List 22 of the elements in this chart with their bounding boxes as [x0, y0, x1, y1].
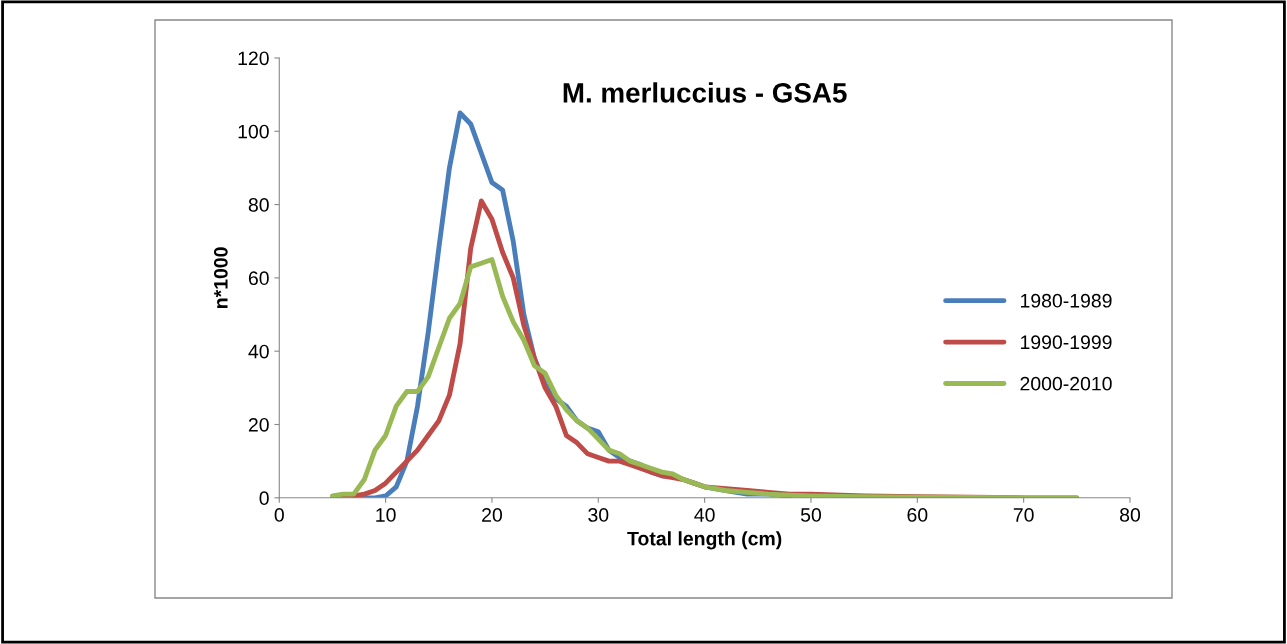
y-tick-label: 20 — [248, 417, 269, 432]
y-tick-label: 80 — [248, 198, 269, 212]
y-tick-label: 60 — [248, 271, 269, 286]
x-tick-label: 80 — [1120, 508, 1141, 522]
x-tick-label: 50 — [800, 508, 822, 522]
y-tick-label: 100 — [238, 124, 269, 139]
y-tick-label: 40 — [248, 344, 269, 359]
x-tick-label: 20 — [482, 508, 503, 522]
y-tick-label: 120 — [238, 51, 269, 66]
x-tick-label: 70 — [1013, 508, 1034, 522]
x-tick-label: 10 — [376, 508, 396, 522]
legend-label: 1990-1999 — [1020, 335, 1112, 350]
y-tick-label: 0 — [259, 491, 269, 506]
legend-label: 1980-1989 — [1020, 293, 1112, 308]
x-tick-label: 60 — [907, 508, 928, 522]
x-tick-label: 30 — [588, 508, 609, 522]
x-tick-label: 0 — [274, 508, 284, 522]
y-axis-title: n*1000 — [213, 247, 228, 308]
text: M. merluccius - GSA5 — [563, 82, 847, 103]
x-axis-title: Total length (cm) — [627, 531, 782, 550]
legend-label: 2000-2010 — [1020, 376, 1112, 391]
x-tick-label: 40 — [694, 508, 715, 522]
